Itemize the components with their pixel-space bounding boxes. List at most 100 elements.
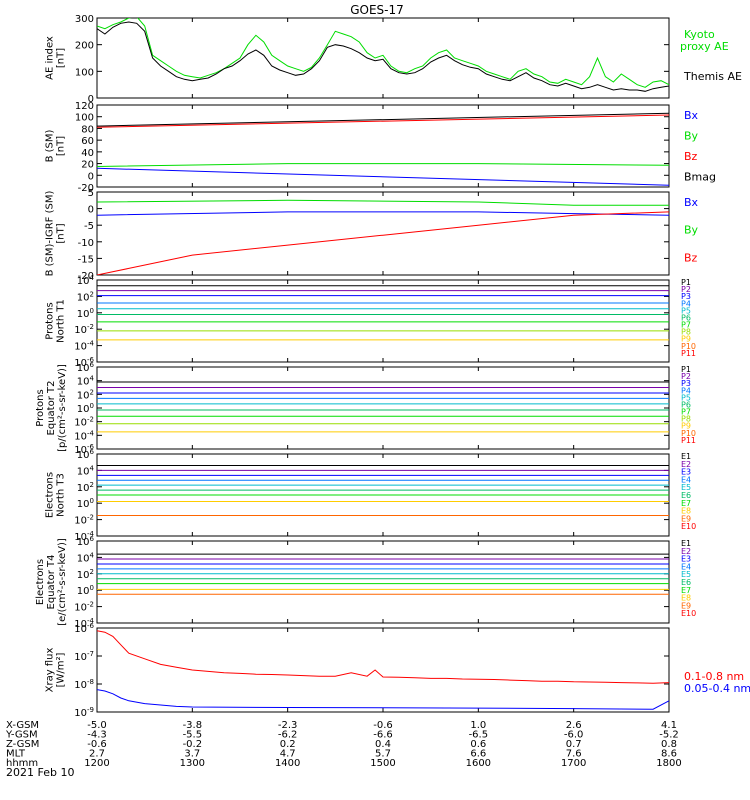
legend-entry: E2 [681,547,691,556]
series-line [97,689,669,710]
x-value: -2.3 [278,720,298,731]
x-value: -0.6 [373,720,393,731]
x-value: 7.6 [566,749,582,760]
y-tick-label: 106 [77,535,95,548]
y-tick-label: 100 [77,584,94,597]
plot-area [97,630,669,710]
x-value: -6.6 [373,730,393,741]
series-line [97,21,669,92]
x-value: -4.3 [87,730,107,741]
y-tick-label: 104 [77,274,95,287]
x-value: 1.0 [470,720,486,731]
y-tick-label: 10-7 [74,650,94,663]
panel-frame [96,191,670,276]
legend-entry: P9 [681,422,691,431]
y-tick-label: 100 [77,497,94,510]
y-tick-label: 10-4 [74,530,94,543]
legend-entry: E10 [681,609,696,618]
y-tick-label: 104 [77,464,95,477]
y-tick-label: 100 [75,67,94,78]
legend-entry: P8 [681,415,691,424]
y-tick-label: 10-6 [74,622,94,635]
x-value: 4.1 [661,720,677,731]
y-axis-label: Electrons [35,559,46,605]
legend-entry: E9 [681,514,691,523]
series-line [97,211,669,275]
legend-entry: P6 [681,400,691,409]
y-tick-label: 10-6 [74,443,94,456]
panel-frame [96,17,670,99]
date-label: 2021 Feb 10 [6,766,74,779]
y-axis-label: [nT] [56,48,67,68]
panel-frame [96,540,670,624]
y-tick-label: -20 [78,183,94,194]
y-axis-label: [p/(cm²-s-sr-keV)] [57,364,68,452]
y-axis-label: Protons [45,302,56,339]
legend-entry: P10 [681,342,696,351]
y-tick-label: 102 [77,481,94,494]
panel-electrons_t4: 106 104 102 100 10-2 10-4 Electrons Equator T4[… [35,535,696,630]
y-tick-label: 10-6 [74,356,94,369]
y-tick-label: 40 [81,148,94,159]
legend-entry: E4 [681,475,691,484]
y-tick-label: 106 [77,448,95,461]
x-value: 0.8 [661,739,677,750]
y-axis-label: Equator T2 [46,381,57,436]
plot-area [97,18,669,92]
legend-entry: Kyoto [684,28,715,41]
panel-frame [96,279,670,363]
y-tick-label: 60 [81,136,94,147]
x-value: 1200 [84,758,109,769]
y-axis-label: B (SM) [45,129,56,162]
y-tick-label: 104 [77,375,95,388]
legend-entry: P5 [681,393,691,402]
y-axis-label: Equator T4 [46,555,57,610]
legend-entry: P4 [681,299,691,308]
row-label: X-GSM [6,720,39,731]
y-tick-label: 5 [88,188,94,199]
legend-entry: By [684,224,699,237]
legend-entry: P2 [681,285,691,294]
legend-entry: E6 [681,491,691,500]
legend-entry: P1 [681,365,691,374]
legend-entry: P7 [681,321,691,330]
y-tick-label: 100 [77,307,94,320]
x-value: 1700 [561,758,586,769]
legend-entry: P8 [681,328,691,337]
y-tick-label: 10-9 [74,706,94,719]
x-value: 2.7 [89,749,105,760]
series-line [97,114,669,128]
legend: Bx By Bz [684,196,699,264]
x-value: -5.5 [183,730,203,741]
x-value: 1300 [180,758,205,769]
y-tick-label: 0 [88,205,94,216]
legend-entry: E7 [681,499,691,508]
y-axis-label: [W/m²] [56,652,67,687]
legend-entry: P3 [681,379,691,388]
panel-frame [96,366,670,450]
panel-xray: 10-6 10-7 10-8 10-9 Xray flux [W/m²] 0.1-0.8 n… [45,622,750,719]
legend: Bx By Bz Bmag [684,109,716,184]
plot-area [97,381,669,433]
legend-entry: E6 [681,578,691,587]
row-label: Z-GSM [6,739,39,750]
legend-entry: 0.05-0.4 nm [684,682,750,695]
y-axis-label: [e/(cm²-s-sr-keV)] [57,538,68,626]
series-line [97,167,669,186]
x-value: -6.5 [469,730,489,741]
row-label: Y-GSM [5,730,38,741]
legend-entry: E2 [681,460,691,469]
legend-entry: P9 [681,335,691,344]
legend-entry: E9 [681,601,691,610]
legend-entry: P7 [681,408,691,417]
series-line [97,630,669,684]
y-tick-label: 100 [75,113,94,124]
legend-entry: E1 [681,539,691,548]
legend-entry: Themis AE [683,70,742,83]
y-tick-label: 10-2 [74,514,94,527]
x-value: -5.2 [659,730,679,741]
plot-area [97,285,669,341]
plot-area [97,199,669,275]
